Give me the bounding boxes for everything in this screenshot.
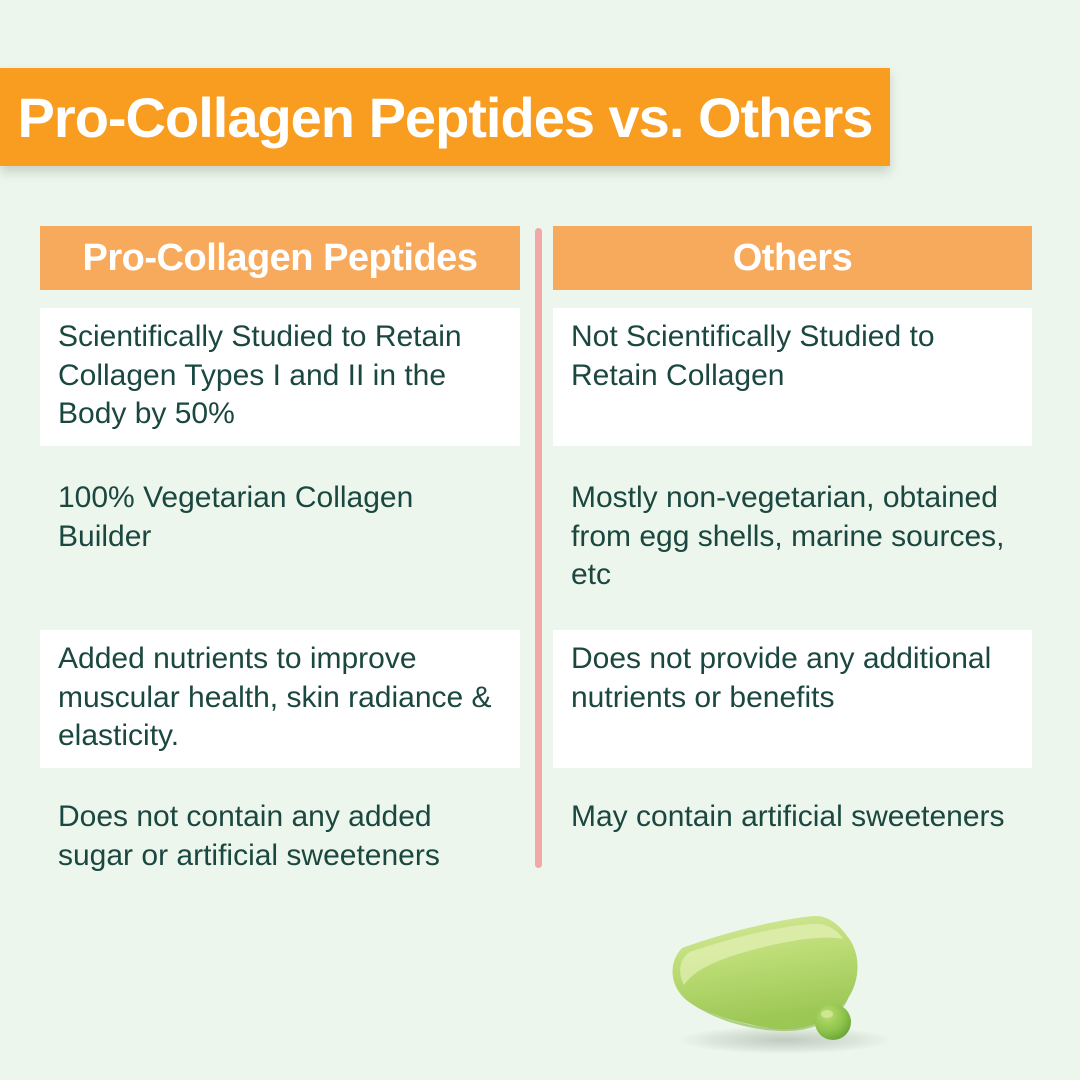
pea-icon [815,1004,851,1040]
column-header-pro-collagen-peptides: Pro-Collagen Peptides [40,226,520,290]
table-row: Added nutrients to improve muscular heal… [40,630,1032,769]
cell-others-non-vegetarian: Mostly non-vegetarian, obtained from egg… [571,481,1005,592]
cell-pro-collagen-vegetarian: 100% Vegetarian Collagen Builder [58,481,414,553]
column-divider-line [535,228,542,868]
cell-others-not-scientifically-studied: Not Scientifically Studied to Retain Col… [553,308,1032,447]
table-row: Does not contain any added sugar or arti… [40,788,1032,887]
page-title-banner: Pro-Collagen Peptides vs. Others [0,68,890,166]
cell-others-artificial-sweeteners: May contain artificial sweeteners [571,800,1005,833]
cell-pro-collagen-added-nutrients: Added nutrients to improve muscular heal… [40,630,520,769]
table-header-row: Pro-Collagen Peptides Others [40,226,1032,290]
comparison-table: Pro-Collagen Peptides Others Scientifica… [40,226,1032,886]
cell-pro-collagen-scientifically-studied: Scientifically Studied to Retain Collage… [40,308,520,447]
page-title: Pro-Collagen Peptides vs. Others [17,85,874,149]
column-header-others: Others [553,226,1032,290]
melon-slice-icon [672,915,858,1031]
cell-others-no-additional-nutrients: Does not provide any additional nutrient… [553,630,1032,769]
table-row: 100% Vegetarian Collagen Builder Mostly … [40,469,1032,607]
melon-slice-and-pea-image [672,915,893,1054]
table-row: Scientifically Studied to Retain Collage… [40,308,1032,447]
cell-pro-collagen-no-added-sugar: Does not contain any added sugar or arti… [58,800,440,872]
